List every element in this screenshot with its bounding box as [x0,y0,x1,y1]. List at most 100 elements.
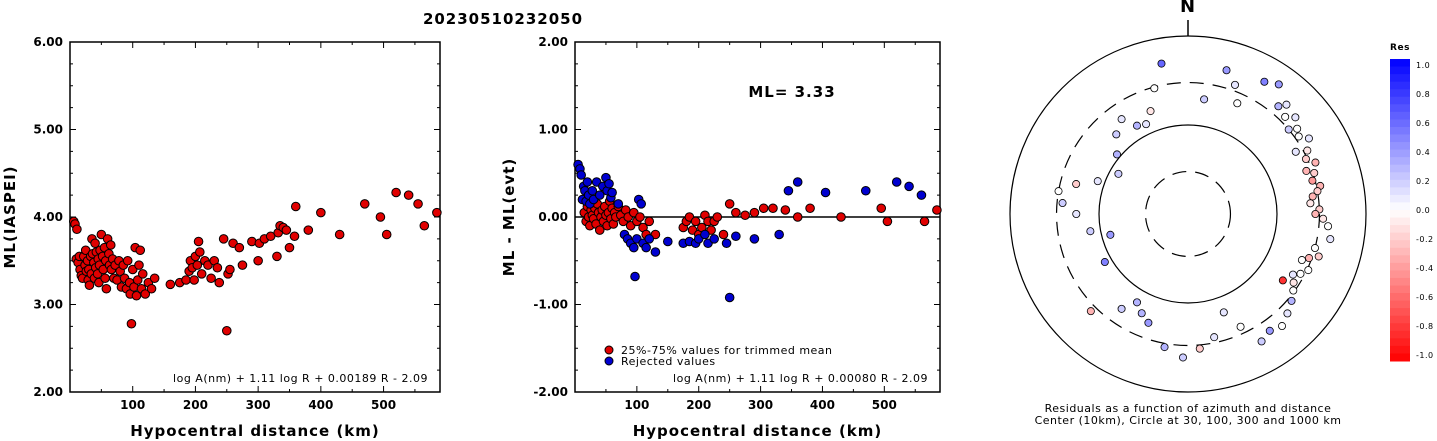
data-point [284,242,295,253]
station-residual-point [1297,256,1306,265]
y-tick-label: 1.00 [538,123,568,137]
colorbar-segment [1390,277,1410,286]
colorbar-segment [1390,270,1410,279]
colorbar-tick-label: -0.6 [1416,293,1434,302]
data-point [780,205,791,215]
x-axis-label: Hypocentral distance (km) [130,422,380,440]
station-residual-point [1319,214,1328,223]
station-residual-point [1210,333,1219,342]
station-residual-point [1313,187,1322,196]
station-residual-point [1301,154,1310,163]
station-residual-point [1296,269,1305,278]
station-residual-point [1113,150,1122,159]
formula-text: log A(nm) + 1.11 log R + 0.00080 R - 2.0… [673,372,928,385]
station-residual-point [1093,177,1102,186]
data-point [607,187,617,198]
data-point [413,199,423,209]
station-residual-point [1308,176,1317,185]
data-point [731,231,741,242]
station-residual-point [1072,209,1081,218]
residual-colorbar: Res 1.0 0.8 0.6 0.4 0.2 0.0 -0.2 -0.4 -0.6 -0.8 -1.… [1390,43,1434,362]
colorbar-tick-label: 1.0 [1416,61,1430,70]
data-point [636,199,646,209]
station-residual-point [1293,124,1302,133]
colorbar-segment [1390,345,1410,354]
data-point [628,242,639,253]
x-axis-label: Hypocentral distance (km) [633,422,883,440]
data-point [195,247,205,257]
azimuth-residual-polar-plot: N Residuals as a function of azimuth and … [1009,0,1367,427]
colorbar-segment [1390,74,1410,83]
station-residual-point [1311,158,1320,167]
station-residual-point [1195,344,1204,353]
colorbar-segment [1390,232,1410,241]
data-point [419,220,430,231]
data-point [212,262,223,273]
data-point [359,199,370,209]
data-point [721,238,732,249]
data-point [189,275,199,285]
station-residual-point [1233,99,1242,108]
data-point [101,283,112,294]
data-point [334,229,345,240]
station-residual-point [1284,125,1293,134]
station-residual-point [1137,309,1146,318]
station-residual-point [1106,230,1115,239]
station-residual-point [1144,318,1153,327]
x-tick-label: 100 [120,398,145,412]
colorbar-segment [1390,194,1410,203]
data-point [690,216,701,227]
ml-annotation: ML= 3.33 [748,83,835,101]
data-point [100,273,110,284]
station-residual-point [1112,130,1121,139]
colorbar-segment [1390,187,1410,196]
data-point [131,290,142,301]
data-point [181,275,191,285]
colorbar-segment [1390,104,1410,113]
x-tick-label: 200 [183,398,208,412]
colorbar-segment [1390,202,1410,211]
y-axis-label: ML(IASPEI) [1,165,19,268]
data-point [836,212,846,222]
data-point [149,273,160,284]
station-residual-point [1260,77,1269,86]
station-residual-point [1302,166,1311,175]
data-point [272,251,282,262]
data-point [290,201,301,212]
station-residual-point [1117,304,1126,313]
data-point [792,212,803,222]
data-point [225,264,235,275]
data-point [132,275,143,285]
station-residual-point [1308,192,1317,201]
x-tick-label: 100 [624,398,649,412]
data-point [281,225,292,235]
data-point [644,234,655,244]
data-point [635,212,645,222]
data-point [193,236,204,247]
station-residual-point [1274,80,1283,89]
data-point [137,269,148,279]
data-point [84,280,95,291]
north-label: N [1180,0,1196,17]
x-tick-label: 500 [371,398,396,412]
colorbar-segment [1390,315,1410,324]
data-point [381,229,392,240]
data-point [391,187,401,198]
station-residual-point [1178,353,1187,362]
station-residual-point [1278,322,1287,331]
x-tick-label: 400 [810,398,835,412]
station-residual-point [1291,147,1300,156]
station-residual-point [1274,102,1283,111]
data-point [126,318,137,329]
legend-label: 25%-75% values for trimmed mean [621,344,833,357]
y-tick-label: 0.00 [538,210,568,224]
colorbar-segment [1390,59,1410,68]
data-point [146,283,157,294]
y-tick-label: -2.00 [533,385,568,399]
colorbar-tick-label: 0.6 [1416,119,1430,128]
data-point [805,203,815,214]
data-point [749,207,760,218]
data-point [731,207,741,218]
data-point [253,255,263,266]
range-circle-1000km [1009,35,1367,393]
